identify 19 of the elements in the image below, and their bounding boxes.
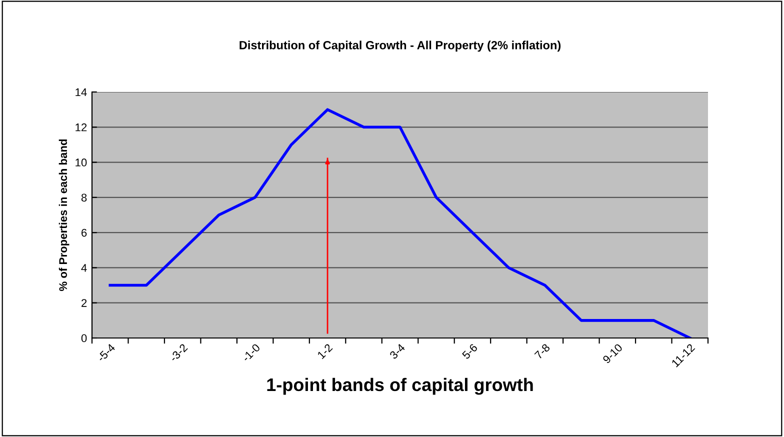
y-tick-label: 10 — [76, 158, 87, 166]
x-tick-label: -5-4 — [96, 343, 116, 362]
y-tick-label: 6 — [82, 228, 87, 237]
y-tick-label: 2 — [82, 299, 87, 307]
x-tick-label: 5-6 — [462, 343, 478, 360]
x-tick-label: 7-8 — [534, 343, 550, 360]
y-tick-label: 4 — [81, 264, 87, 272]
x-axis-title: 1-point bands of capital growth — [267, 378, 533, 395]
x-tick-label: -3-2 — [169, 343, 188, 362]
y-tick-label: 8 — [81, 194, 87, 202]
y-tick-label: 12 — [76, 123, 87, 132]
y-axis-title: % of Properties in each band — [58, 139, 70, 291]
x-tick-label: 1-2 — [316, 343, 333, 360]
x-tick-label: -1-0 — [242, 343, 261, 362]
y-tick-label: 14 — [76, 88, 87, 96]
x-tick-label: 3-4 — [389, 343, 406, 360]
y-tick-label: 0 — [81, 334, 87, 342]
chart-title: Distribution of Capital Growth - All Property (2% inflation) — [240, 40, 561, 52]
line-series — [108, 108, 692, 338]
